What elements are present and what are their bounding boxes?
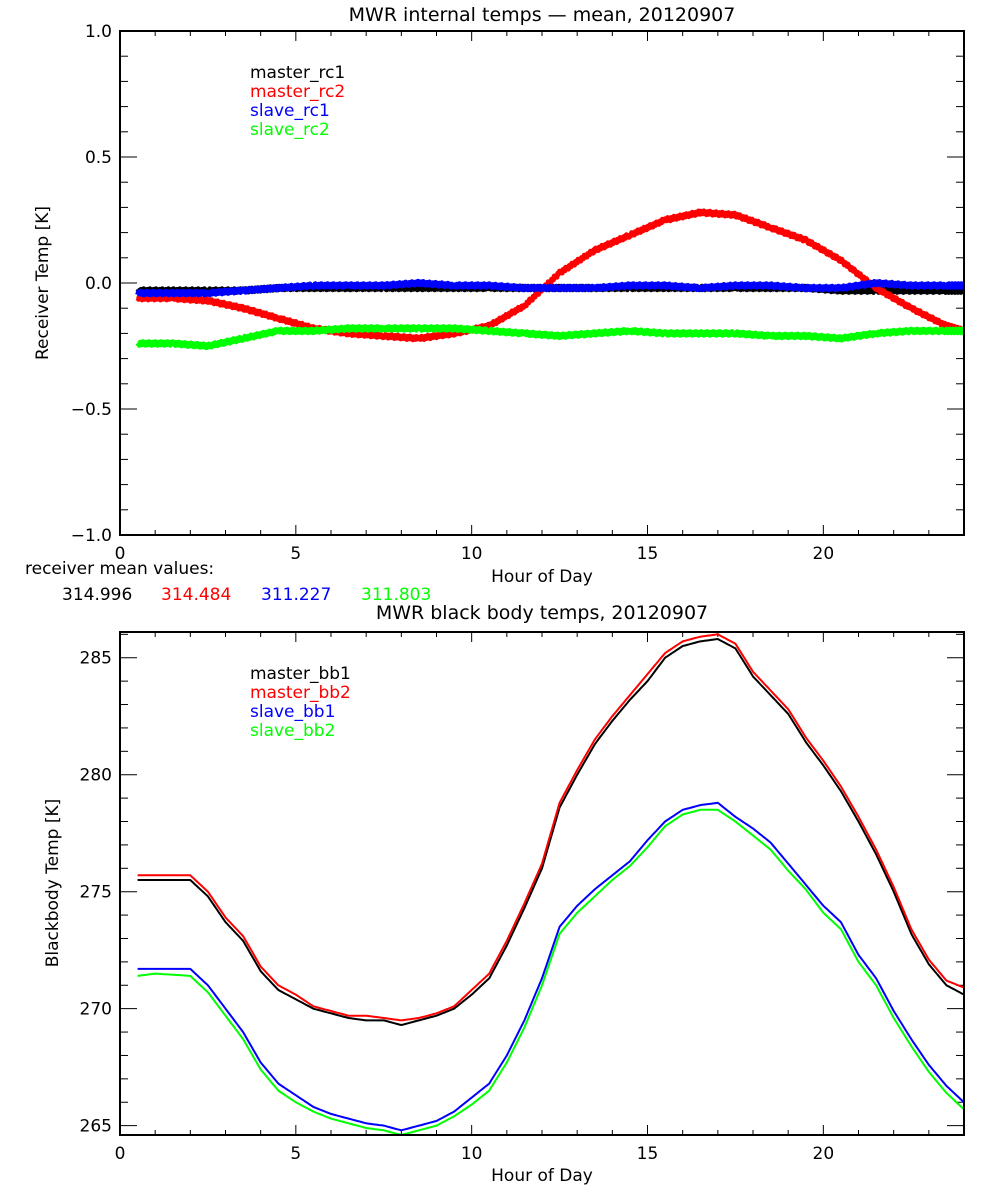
x-tick-label: 15 xyxy=(637,544,659,564)
blackbody-temp-chart: MWR black body temps, 20120907 0 5 10 15 20 … xyxy=(43,602,965,1186)
axis-ticks xyxy=(119,30,965,536)
x-tick-labels: 0 5 10 15 20 xyxy=(115,544,835,564)
y-tick-label: −0.5 xyxy=(71,400,112,420)
x-tick-label: 10 xyxy=(461,1144,483,1164)
legend-entry: slave_bb2 xyxy=(250,721,335,741)
series-line-slave-bb1 xyxy=(137,801,964,1132)
legend-entry: slave_rc2 xyxy=(250,120,330,140)
x-tick-label: 10 xyxy=(461,544,483,564)
legend-entry: master_rc2 xyxy=(250,82,345,102)
y-tick-label: 280 xyxy=(80,766,112,786)
chart-title: MWR black body temps, 20120907 xyxy=(376,602,708,624)
y-axis-label: Receiver Temp [K] xyxy=(33,206,53,360)
legend-entry: master_rc1 xyxy=(250,63,345,83)
x-tick-label: 20 xyxy=(813,1144,835,1164)
x-tick-label: 15 xyxy=(637,1144,659,1164)
x-axis-label: Hour of Day xyxy=(491,567,593,587)
annotation-label: receiver mean values: xyxy=(25,559,214,579)
y-tick-label: 270 xyxy=(80,1000,112,1020)
y-tick-label: 1.0 xyxy=(85,22,112,42)
chart-title: MWR internal temps — mean, 20120907 xyxy=(349,4,736,26)
annotation-value: 314.996 xyxy=(62,585,132,605)
annotation-value: 311.803 xyxy=(361,585,431,605)
y-tick-label: 0.0 xyxy=(85,274,112,294)
plot-frame xyxy=(119,631,965,1136)
series-lines xyxy=(135,208,964,351)
y-tick-label: 265 xyxy=(80,1117,112,1137)
y-tick-label: 285 xyxy=(80,649,112,669)
y-tick-label: −1.0 xyxy=(71,526,112,546)
series-line-slave-rc1 xyxy=(135,278,964,298)
legend-entry: slave_bb1 xyxy=(250,702,335,722)
plot-frame xyxy=(119,30,965,536)
x-tick-label: 0 xyxy=(115,544,126,564)
y-tick-label: 275 xyxy=(80,883,112,903)
y-tick-labels: 265 270 275 280 285 xyxy=(80,649,112,1137)
annotation-values: 314.996 314.484 311.227 311.803 xyxy=(62,585,431,605)
x-tick-label: 20 xyxy=(813,544,835,564)
x-axis-label: Hour of Day xyxy=(491,1166,593,1186)
annotation-value: 314.484 xyxy=(161,585,231,605)
x-tick-label: 0 xyxy=(115,1144,126,1164)
x-tick-label: 5 xyxy=(290,1144,301,1164)
series-line-master-rc2 xyxy=(135,208,964,343)
legend-entry: master_bb2 xyxy=(250,683,351,703)
receiver-temp-chart: MWR internal temps — mean, 20120907 0 5 10… xyxy=(25,4,965,605)
x-tick-label: 5 xyxy=(290,544,301,564)
annotation-value: 311.227 xyxy=(261,585,331,605)
y-tick-label: 0.5 xyxy=(85,148,112,168)
legend-entry: slave_rc1 xyxy=(250,101,330,121)
y-axis-label: Blackbody Temp [K] xyxy=(43,799,63,968)
y-tick-labels: −1.0 −0.5 0.0 0.5 1.0 xyxy=(71,22,112,546)
series-line-slave-bb2 xyxy=(137,808,964,1135)
series-line-master-bb2 xyxy=(137,633,964,1022)
x-tick-labels: 0 5 10 15 20 xyxy=(115,1144,835,1164)
axis-ticks xyxy=(119,632,965,1135)
series-line-slave-rc2 xyxy=(135,324,964,351)
series-line-master-bb1 xyxy=(137,638,964,1026)
legend-entry: master_bb1 xyxy=(250,664,351,684)
series-lines xyxy=(137,633,964,1135)
